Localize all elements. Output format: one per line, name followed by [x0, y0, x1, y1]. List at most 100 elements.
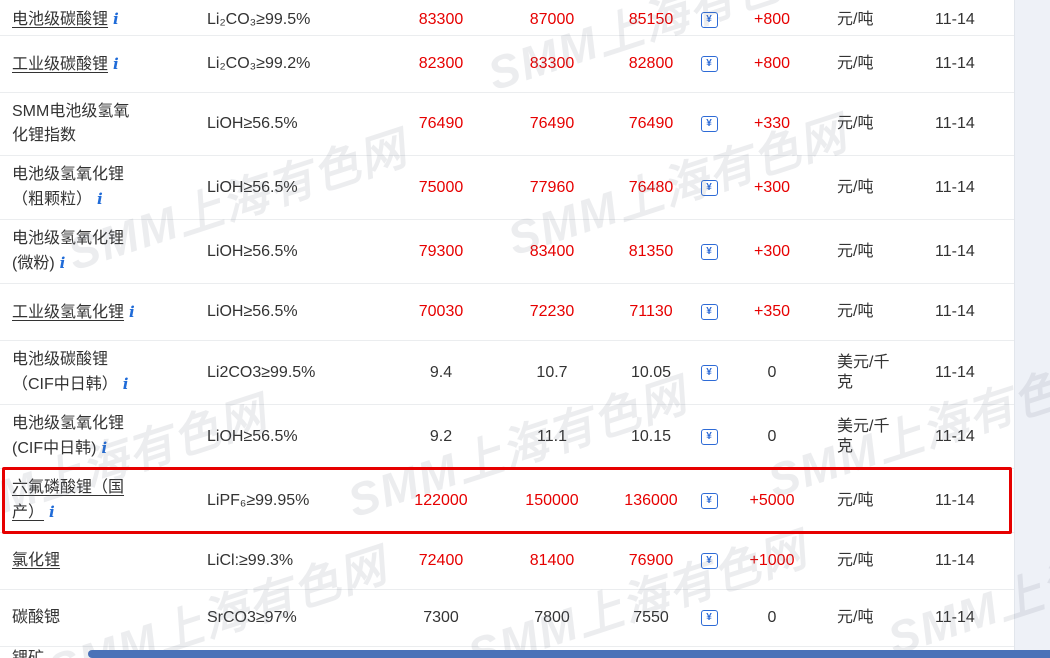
date-cell: 11-14 [935, 178, 975, 196]
info-icon[interactable]: i [49, 503, 55, 521]
low-price: 76490 [418, 115, 464, 132]
date-cell: 11-14 [935, 491, 975, 509]
price-chart-icon[interactable]: ¥ [700, 304, 718, 320]
product-name-link[interactable]: 锂矿 [12, 650, 44, 658]
avg-price: 82800 [628, 55, 674, 72]
spec-cell: LiOH≥56.5% [207, 242, 298, 260]
unit-cell: 美元/千克 [837, 417, 890, 455]
price-icon-cell: ¥ [695, 11, 723, 28]
info-icon[interactable]: i [97, 190, 103, 208]
avg-price: 10.05 [630, 363, 672, 381]
info-icon[interactable]: i [129, 302, 135, 321]
product-name-cell: 六氟磷酸锂（国产） i [0, 469, 195, 532]
horizontal-scrollbar[interactable] [88, 650, 1050, 658]
spec-cell: SrCO3≥97% [207, 609, 297, 626]
low-price: 9.4 [429, 363, 453, 381]
date-cell: 11-14 [935, 552, 975, 569]
product-name-cell: 锂矿 [0, 647, 195, 658]
table-row[interactable]: 电池级碳酸锂 i Li₂CO₃≥99.5% 83300 87000 85150 ¥… [0, 0, 1014, 36]
product-name-link[interactable]: 工业级碳酸锂 [12, 55, 109, 73]
price-chart-icon[interactable]: ¥ [700, 116, 718, 132]
price-icon-cell: ¥ [695, 243, 723, 260]
avg-price: 81350 [628, 242, 674, 260]
table-row[interactable]: 工业级氢氧化锂 i LiOH≥56.5% 70030 72230 71130 ¥ … [0, 284, 1014, 341]
spec-cell: Li2CO3≥99.5% [207, 363, 316, 381]
high-price: 150000 [525, 491, 579, 509]
spec-cell: LiOH≥56.5% [207, 303, 298, 320]
product-name-link[interactable]: 电池级氢氧化锂(CIF中日韩) [12, 415, 125, 457]
unit-cell: 元/吨 [837, 242, 874, 260]
info-icon[interactable]: i [122, 375, 129, 393]
table-row[interactable]: 氯化锂 LiCl:≥99.3% 72400 81400 76900 ¥ +100… [0, 533, 1014, 590]
low-price: 79300 [418, 242, 464, 260]
high-price: 83300 [529, 55, 575, 72]
price-chart-icon[interactable]: ¥ [700, 243, 718, 260]
unit-cell: 美元/千克 [837, 353, 890, 391]
date-cell: 11-14 [935, 609, 975, 626]
avg-price: 136000 [624, 491, 678, 509]
price-table: 电池级碳酸锂 i Li₂CO₃≥99.5% 83300 87000 85150 ¥… [0, 0, 1014, 658]
unit-cell: 元/吨 [837, 55, 874, 72]
price-chart-icon[interactable]: ¥ [700, 11, 718, 28]
date-cell: 11-14 [935, 363, 975, 381]
high-price: 11.1 [537, 427, 567, 445]
product-name-link[interactable]: 电池级氢氧化锂（粗颗粒） [12, 166, 125, 208]
low-price: 70030 [418, 303, 464, 320]
price-chart-icon[interactable]: ¥ [700, 364, 718, 381]
spec-cell: Li₂CO₃≥99.2% [207, 55, 311, 72]
high-price: 7800 [534, 609, 570, 626]
table-row[interactable]: 电池级氢氧化锂（粗颗粒） i LiOH≥56.5% 75000 77960 764… [0, 156, 1014, 220]
product-name-link[interactable]: 电池级碳酸锂（CIF中日韩） [12, 351, 118, 393]
product-name-link[interactable]: 电池级氢氧化锂(微粉) [12, 230, 125, 272]
price-chart-icon[interactable]: ¥ [700, 56, 718, 72]
price-change: +1000 [749, 552, 795, 569]
avg-price: 76480 [628, 178, 674, 196]
low-price: 82300 [418, 55, 464, 72]
table-row[interactable]: 碳酸锶 SrCO3≥97% 7300 7800 7550 ¥ 0 元/吨 11-… [0, 590, 1014, 647]
price-chart-icon[interactable]: ¥ [700, 610, 718, 626]
table-row[interactable]: 电池级碳酸锂（CIF中日韩） i Li2CO3≥99.5% 9.4 10.7 10… [0, 341, 1014, 405]
high-price: 81400 [529, 552, 575, 569]
product-name-cell: 电池级氢氧化锂(微粉) i [0, 220, 195, 283]
avg-price: 76900 [628, 552, 674, 569]
product-name-cell: 碳酸锶 [0, 599, 195, 637]
product-name-link[interactable]: 氯化锂 [12, 552, 61, 569]
product-name-link[interactable]: 碳酸锶 [12, 609, 61, 626]
table-row[interactable]: 六氟磷酸锂（国产） i LiPF₆≥99.95% 122000 150000 13… [0, 467, 1014, 534]
low-price: 122000 [414, 491, 468, 509]
product-name-link[interactable]: SMM电池级氢氧化锂指数 [12, 103, 130, 144]
table-row[interactable]: SMM电池级氢氧化锂指数 LiOH≥56.5% 76490 76490 7649… [0, 93, 1014, 156]
price-chart-icon[interactable]: ¥ [700, 428, 718, 445]
price-chart-icon[interactable]: ¥ [700, 179, 718, 196]
product-name-cell: 工业级碳酸锂 i [0, 45, 195, 84]
table-row[interactable]: 工业级碳酸锂 i Li₂CO₃≥99.2% 82300 83300 82800 ¥… [0, 36, 1014, 93]
unit-cell: 元/吨 [837, 552, 874, 569]
spec-cell: LiPF₆≥99.95% [207, 491, 310, 509]
table-row[interactable]: 电池级氢氧化锂(CIF中日韩) i LiOH≥56.5% 9.2 11.1 10.… [0, 405, 1014, 469]
low-price: 83300 [418, 10, 464, 28]
unit-cell: 元/吨 [837, 178, 874, 196]
info-icon[interactable]: i [113, 10, 119, 28]
product-name-cell: 氯化锂 [0, 542, 195, 580]
price-change: +330 [753, 115, 791, 132]
info-icon[interactable]: i [59, 254, 66, 272]
product-name-cell: 电池级碳酸锂 i [0, 0, 195, 35]
price-chart-icon[interactable]: ¥ [700, 492, 718, 509]
price-icon-cell: ¥ [695, 116, 723, 132]
date-cell: 11-14 [935, 55, 975, 72]
product-name-link[interactable]: 六氟磷酸锂（国产） [12, 479, 125, 521]
info-icon[interactable]: i [113, 54, 119, 73]
product-name-cell: 电池级碳酸锂（CIF中日韩） i [0, 341, 195, 404]
date-cell: 11-14 [935, 427, 975, 445]
table-row[interactable]: 电池级氢氧化锂(微粉) i LiOH≥56.5% 79300 83400 8135… [0, 220, 1014, 284]
product-name-link[interactable]: 电池级碳酸锂 [12, 11, 109, 28]
price-chart-icon[interactable]: ¥ [700, 553, 718, 569]
price-change: +300 [753, 242, 791, 260]
price-change: +300 [753, 178, 791, 196]
info-icon[interactable]: i [101, 439, 108, 457]
price-icon-cell: ¥ [695, 304, 723, 320]
unit-cell: 元/吨 [837, 115, 874, 132]
product-name-link[interactable]: 工业级氢氧化锂 [12, 303, 125, 321]
price-icon-cell: ¥ [695, 56, 723, 72]
